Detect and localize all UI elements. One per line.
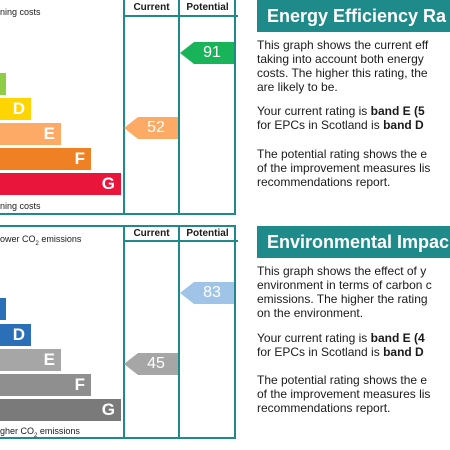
energy-efficiency-chart: Current Potential ning costs D E F G 52 … bbox=[0, 0, 238, 215]
band-letter: D bbox=[12, 325, 25, 344]
energy-band-g: G bbox=[0, 173, 121, 195]
energy-bottom-note: ning costs bbox=[0, 201, 41, 211]
energy-band-d: D bbox=[0, 98, 31, 120]
energy-potential-arrow: 91 bbox=[180, 42, 234, 64]
env-header-line bbox=[124, 240, 238, 242]
band-letter: G bbox=[101, 400, 115, 419]
band-letter: F bbox=[74, 149, 85, 168]
env-bottom-note: gher CO2 emissions bbox=[0, 426, 80, 439]
env-description: This graph shows the effect of y environ… bbox=[257, 264, 432, 320]
env-potential-value: 83 bbox=[203, 284, 221, 301]
energy-band-c bbox=[0, 73, 6, 95]
energy-current-value: 52 bbox=[147, 119, 165, 136]
env-col-potential: Potential bbox=[186, 228, 229, 239]
env-col-divider-1 bbox=[123, 225, 125, 439]
energy-col-divider-2 bbox=[178, 0, 180, 215]
env-band-e: E bbox=[0, 349, 61, 371]
env-current-value: 45 bbox=[147, 355, 165, 372]
energy-current-arrow: 52 bbox=[124, 117, 178, 139]
env-potential-rating-text: The potential rating shows the e of the … bbox=[257, 373, 431, 415]
energy-chart-frame bbox=[0, 0, 236, 215]
energy-potential-value: 91 bbox=[203, 44, 221, 61]
env-potential-arrow: 83 bbox=[180, 282, 234, 304]
band-letter: E bbox=[43, 350, 55, 369]
energy-top-note: ning costs bbox=[0, 7, 41, 17]
env-chart-frame bbox=[0, 225, 236, 439]
env-band-c bbox=[0, 298, 6, 320]
band-letter: F bbox=[74, 375, 85, 394]
energy-description: This graph shows the current eff taking … bbox=[257, 38, 429, 94]
band-letter: E bbox=[43, 124, 55, 143]
energy-col-potential: Potential bbox=[186, 2, 229, 13]
energy-efficiency-title: Energy Efficiency Ra bbox=[257, 0, 450, 32]
energy-current-rating-text: Your current rating is band E (5 for EPC… bbox=[257, 104, 425, 132]
band-letter: D bbox=[12, 99, 25, 118]
env-current-arrow: 45 bbox=[124, 353, 178, 375]
energy-band-e: E bbox=[0, 123, 61, 145]
env-col-divider-2 bbox=[178, 225, 180, 439]
environmental-impact-chart: Current Potential ower CO2 emissions D E… bbox=[0, 225, 238, 440]
env-band-d: D bbox=[0, 324, 31, 346]
band-letter: G bbox=[101, 174, 115, 193]
energy-header-line bbox=[124, 15, 238, 17]
energy-band-f: F bbox=[0, 148, 91, 170]
energy-col-divider-1 bbox=[123, 0, 125, 215]
env-band-f: F bbox=[0, 374, 91, 396]
energy-potential-rating-text: The potential rating shows the e of the … bbox=[257, 147, 431, 189]
env-top-note: ower CO2 emissions bbox=[0, 234, 82, 247]
energy-col-current: Current bbox=[133, 2, 170, 13]
env-band-g: G bbox=[0, 399, 121, 421]
env-current-rating-text: Your current rating is band E (4 for EPC… bbox=[257, 331, 425, 359]
env-col-current: Current bbox=[133, 228, 170, 239]
environmental-impact-title: Environmental Impac bbox=[257, 226, 450, 258]
